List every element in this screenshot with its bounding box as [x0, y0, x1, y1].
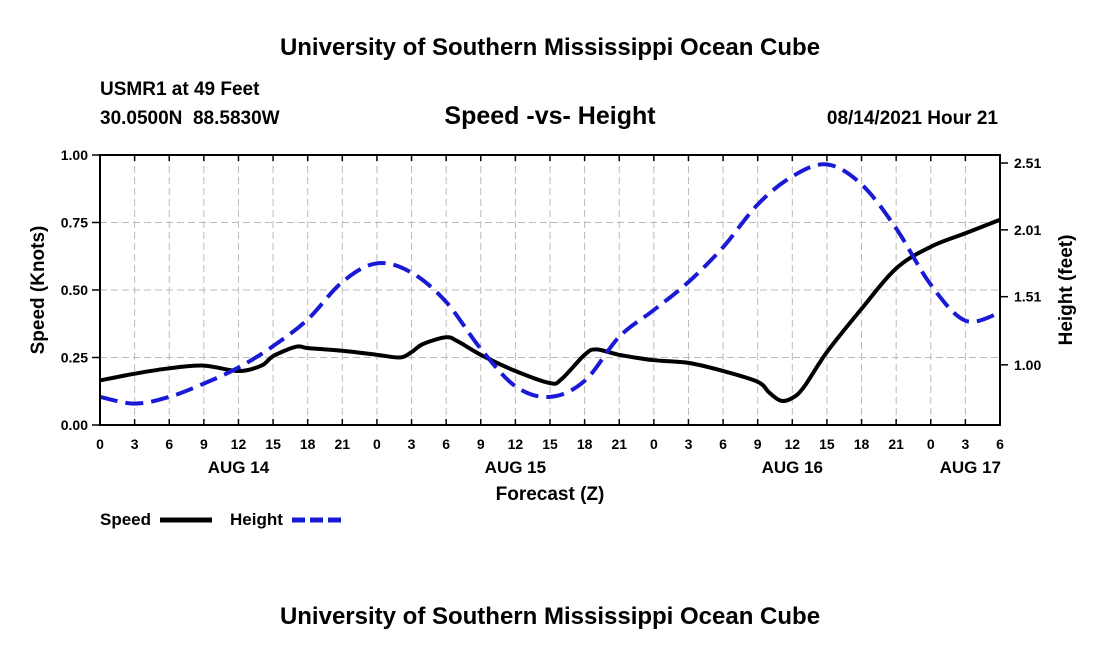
- x-tick-label: 18: [577, 436, 593, 452]
- y-tick-label: 0.50: [61, 282, 88, 298]
- legend-height-label: Height: [230, 510, 283, 529]
- speed-series-line: [99, 217, 1001, 403]
- x-tick-label: 21: [611, 436, 627, 452]
- day-label: AUG 16: [762, 458, 823, 477]
- y-tick-label: 0.00: [61, 417, 88, 433]
- axes: 0 3 6 9 12 15 18 21 0 3 6 9 12 15 18 21 0 3 6 9 12 15 18 21 0 3 6 0…: [61, 147, 1042, 477]
- x-tick-label: 6: [996, 436, 1004, 452]
- day-label: AUG 17: [940, 458, 1001, 477]
- series-lines: [99, 162, 1001, 406]
- x-tick-label: 3: [961, 436, 969, 452]
- datetime-label: 08/14/2021 Hour 21: [827, 108, 999, 129]
- x-tick-label: 18: [854, 436, 870, 452]
- y-tick-label: 0.75: [61, 215, 88, 231]
- y2-axis-label: Height (feet): [1056, 235, 1077, 346]
- day-label: AUG 14: [208, 458, 270, 477]
- x-tick-label: 15: [819, 436, 835, 452]
- x-tick-label: 6: [719, 436, 727, 452]
- day-label: AUG 15: [485, 458, 546, 477]
- y-tick-label: 0.25: [61, 350, 88, 366]
- x-tick-label: 18: [300, 436, 316, 452]
- y2-tick-label: 2.01: [1014, 222, 1041, 238]
- legend: Speed Height: [100, 510, 344, 529]
- header-title: University of Southern Mississippi Ocean…: [280, 34, 820, 61]
- y2-tick-label: 1.00: [1014, 357, 1041, 373]
- y2-tick-label: 1.51: [1014, 289, 1041, 305]
- x-tick-label: 0: [650, 436, 658, 452]
- x-tick-label: 15: [542, 436, 558, 452]
- x-tick-label: 12: [508, 436, 524, 452]
- legend-speed-label: Speed: [100, 510, 151, 529]
- y-tick-label: 1.00: [61, 147, 88, 163]
- x-tick-label: 21: [888, 436, 904, 452]
- x-tick-label: 6: [442, 436, 450, 452]
- x-tick-label: 12: [785, 436, 801, 452]
- x-tick-label: 0: [96, 436, 104, 452]
- y-axis-label: Speed (Knots): [28, 226, 49, 355]
- x-tick-label: 21: [335, 436, 351, 452]
- x-tick-label: 3: [685, 436, 693, 452]
- height-series-line: [99, 162, 1001, 406]
- x-tick-label: 3: [131, 436, 139, 452]
- plot-title: Speed -vs- Height: [444, 102, 656, 130]
- x-tick-label: 3: [408, 436, 416, 452]
- x-tick-label: 9: [477, 436, 485, 452]
- x-tick-label: 6: [165, 436, 173, 452]
- station-label: USMR1 at 49 Feet: [100, 79, 260, 100]
- footer-title: University of Southern Mississippi Ocean…: [280, 603, 820, 630]
- x-tick-label: 0: [927, 436, 935, 452]
- x-tick-label: 0: [373, 436, 381, 452]
- x-axis-label: Forecast (Z): [496, 484, 605, 505]
- x-tick-label: 9: [754, 436, 762, 452]
- coordinates-label: 30.0500N 88.5830W: [100, 108, 280, 129]
- x-tick-label: 9: [200, 436, 208, 452]
- x-tick-label: 12: [231, 436, 247, 452]
- x-tick-label: 15: [265, 436, 281, 452]
- y2-tick-label: 2.51: [1014, 155, 1041, 171]
